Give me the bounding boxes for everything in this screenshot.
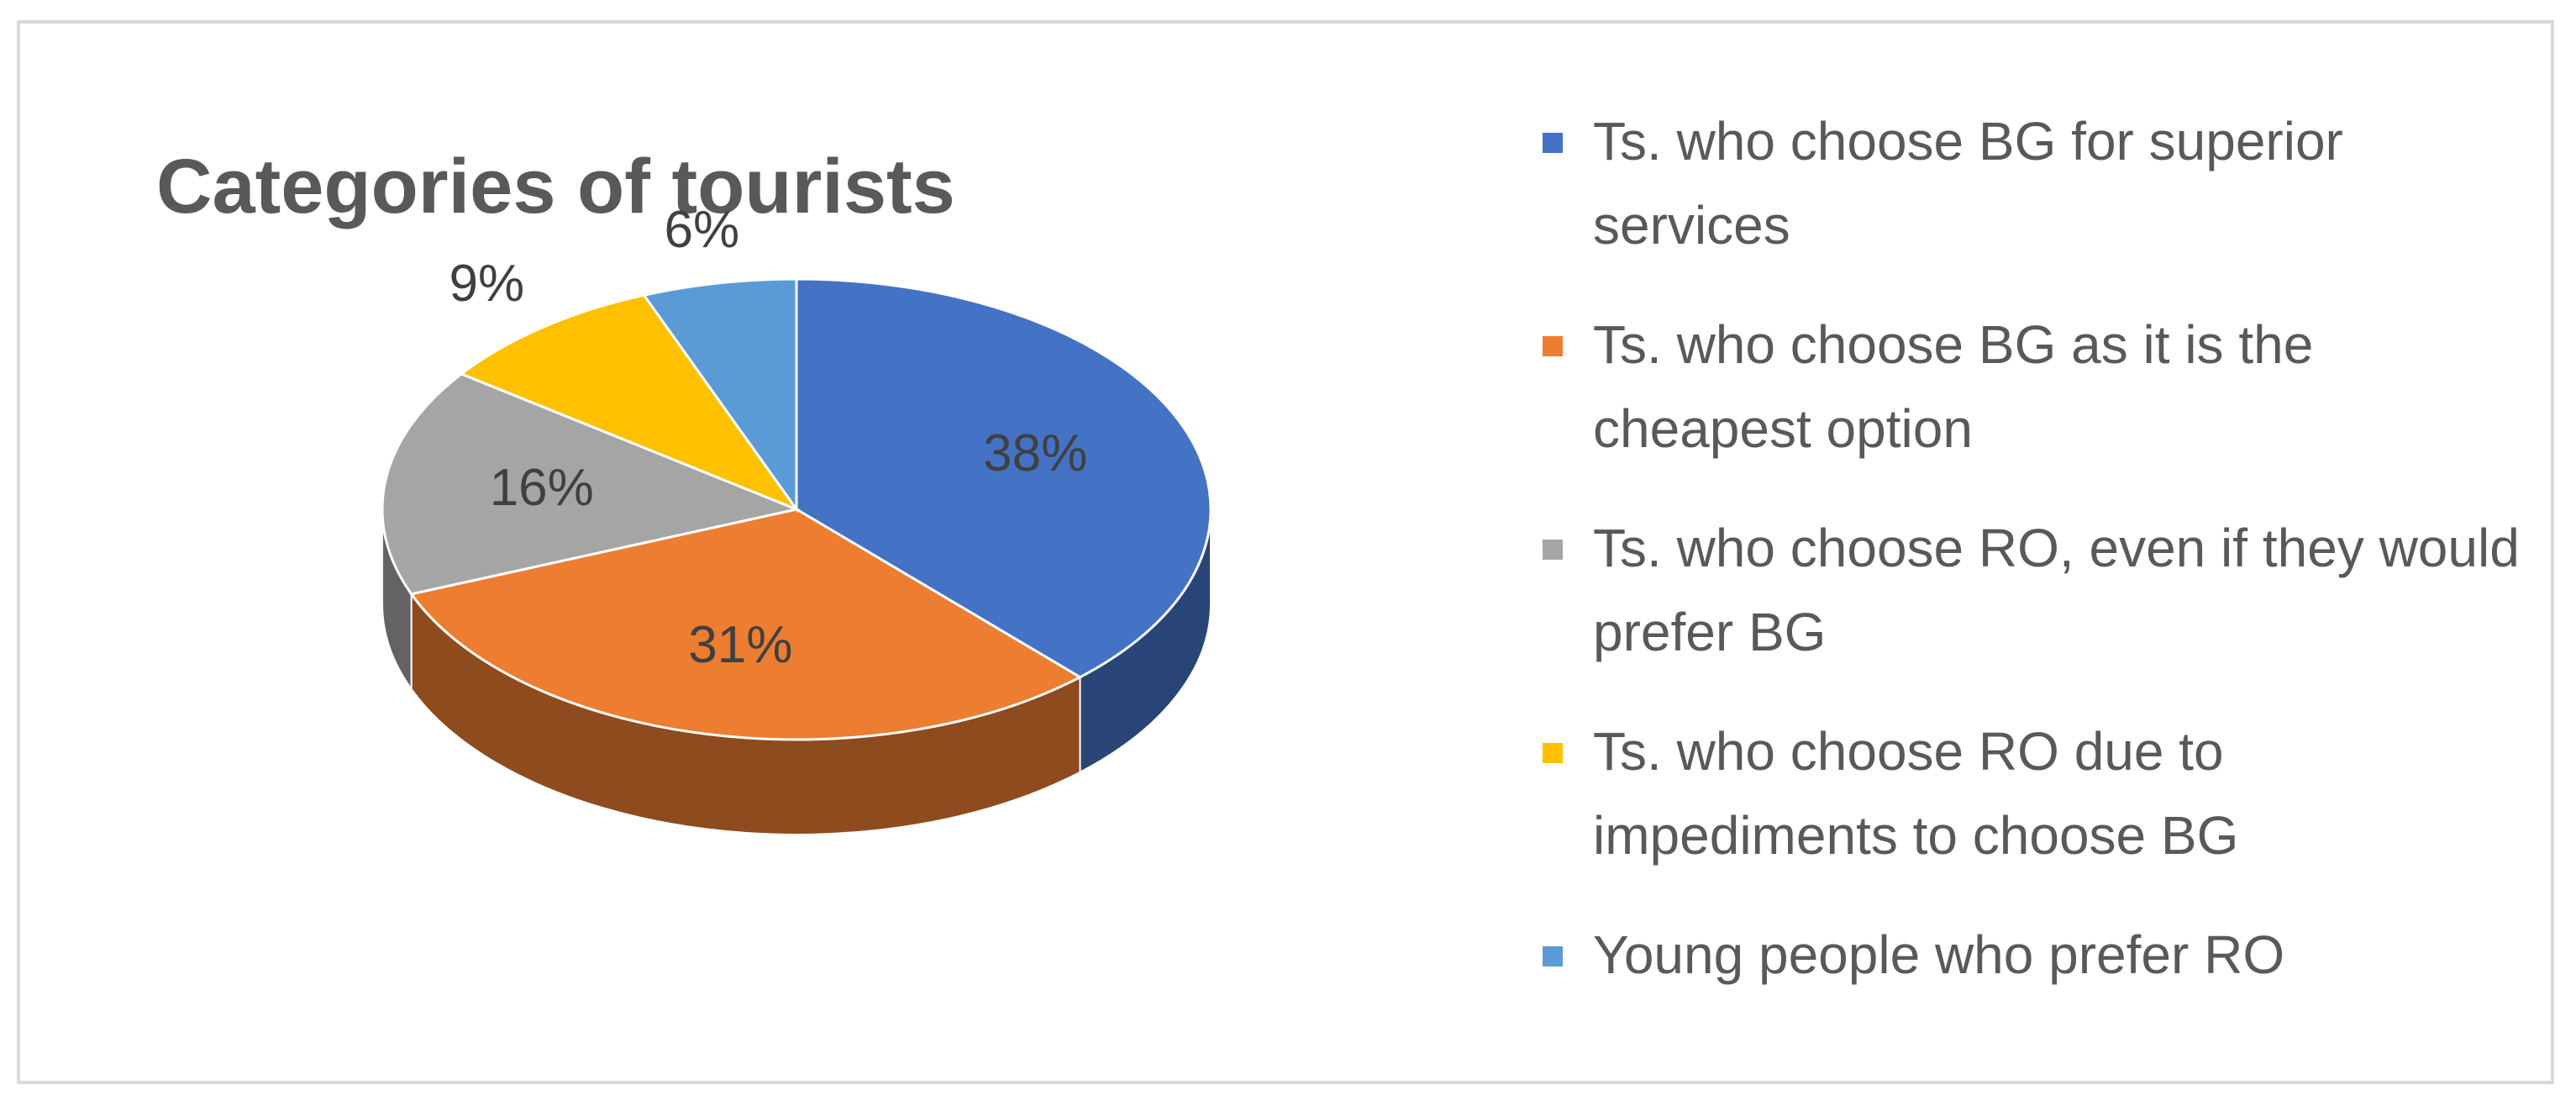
legend-label: Ts. who choose BG for superior services <box>1593 111 2343 255</box>
chart-title: Categories of tourists <box>156 144 955 229</box>
legend-entry: Ts. who choose RO due to impediments to … <box>1539 709 2531 877</box>
legend-swatch <box>1543 336 1563 356</box>
pie-slice <box>459 293 801 513</box>
legend-entry: Ts. who choose BG as it is the cheapest … <box>1539 303 2531 471</box>
legend-label: Ts. who choose RO, even if they would pr… <box>1593 518 2520 662</box>
legend-label: Ts. who choose RO due to impediments to … <box>1593 721 2239 866</box>
legend-label: Ts. who choose BG as it is the cheapest … <box>1593 314 2314 459</box>
legend-entry: Young people who prefer RO <box>1539 913 2531 997</box>
legend-swatch <box>1543 946 1563 966</box>
pie-slice <box>641 277 798 514</box>
pie-slice <box>409 508 1083 741</box>
pie-slice <box>795 277 1212 679</box>
legend-entry: Ts. who choose RO, even if they would pr… <box>1539 506 2531 674</box>
data-label: 31% <box>688 616 792 674</box>
legend-label: Young people who prefer RO <box>1593 924 2285 985</box>
data-label: 38% <box>983 424 1087 482</box>
data-label: 16% <box>490 459 594 517</box>
legend-swatch <box>1543 540 1563 560</box>
data-label: 6% <box>664 201 739 259</box>
legend-swatch <box>1543 743 1563 763</box>
legend-entry: Ts. who choose BG for superior services <box>1539 99 2531 267</box>
legend: Ts. who choose BG for superior services T… <box>1539 99 2531 1032</box>
legend-swatch <box>1543 133 1563 153</box>
chart-border <box>17 20 2554 1084</box>
data-label: 9% <box>449 255 525 313</box>
pie-slice <box>381 372 802 596</box>
